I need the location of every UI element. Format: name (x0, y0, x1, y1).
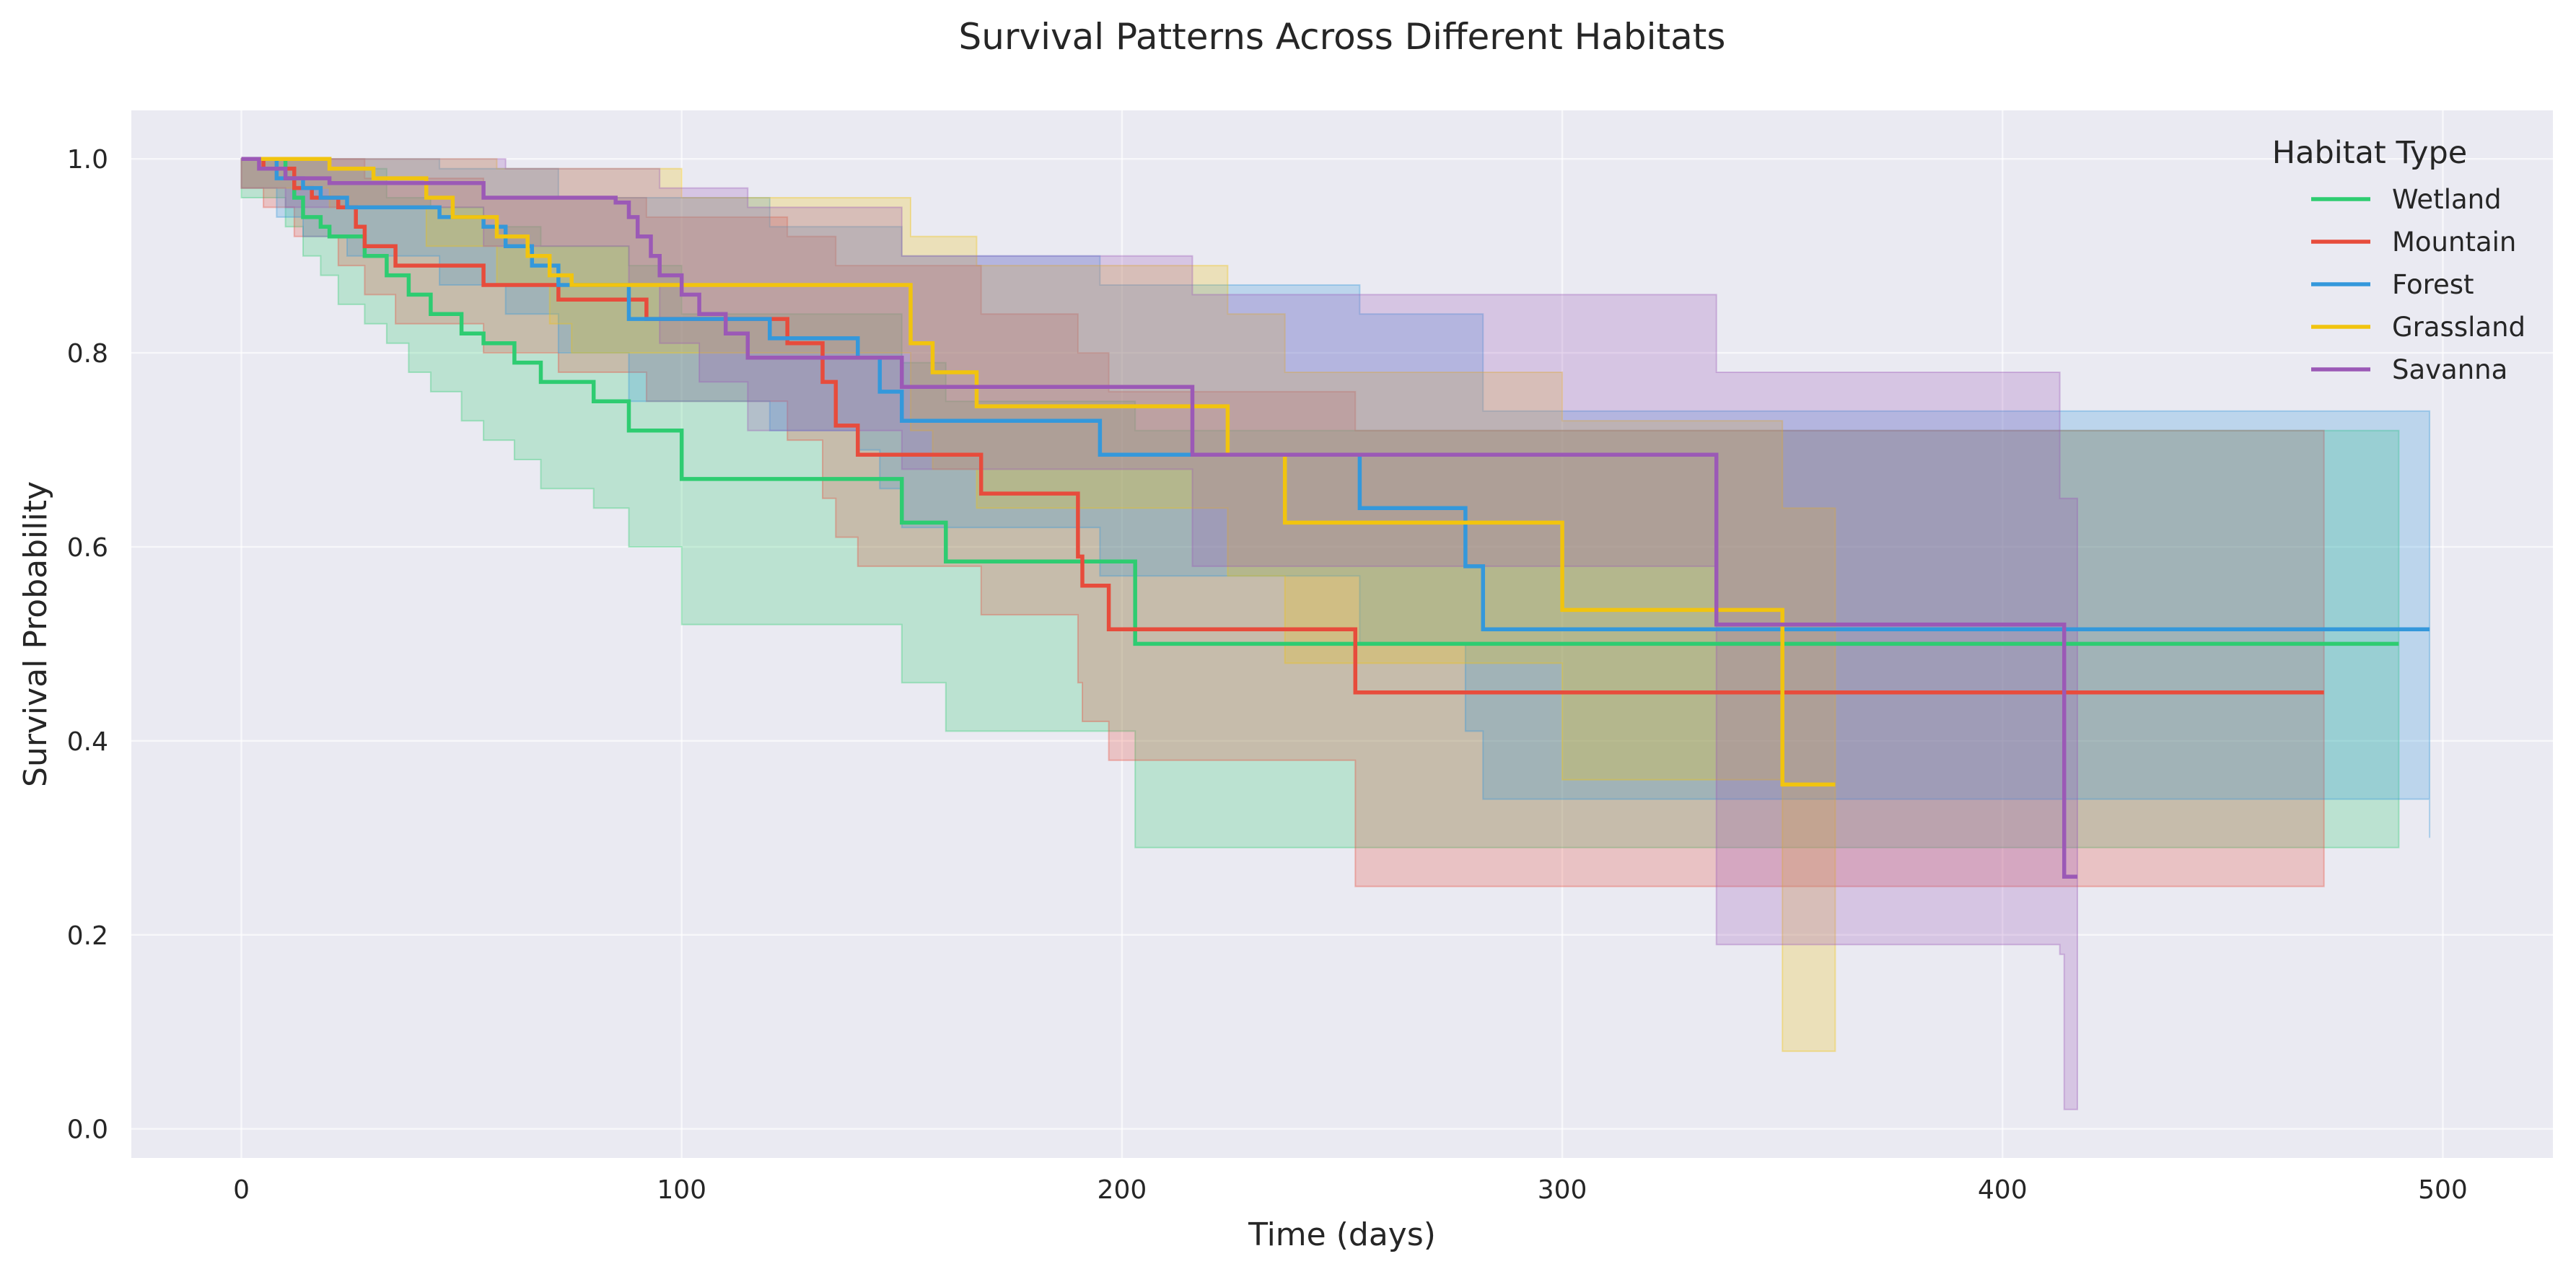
x-tick-label: 200 (1098, 1175, 1147, 1205)
x-tick-label: 400 (1978, 1175, 2028, 1205)
legend: Habitat Type Wetland Mountain Forest Grassl… (2272, 135, 2525, 385)
savanna-legend-label: Savanna (2392, 354, 2507, 385)
chart-title: Survival Patterns Across Different Habit… (959, 16, 1726, 58)
savanna-confidence-band (240, 158, 2078, 1110)
wetland-survival-line (241, 157, 2399, 646)
y-tick-label: 0.6 (67, 533, 108, 563)
y-tick-label: 1.0 (67, 145, 108, 175)
forest-legend-label: Forest (2392, 269, 2474, 300)
legend-items: Wetland Mountain Forest Grassland Savanna (2311, 184, 2525, 385)
legend-title: Habitat Type (2272, 135, 2467, 171)
x-tick-label: 500 (2418, 1175, 2468, 1205)
wetland-legend-label: Wetland (2392, 184, 2502, 215)
x-axis-label: Time (days) (1248, 1216, 1436, 1253)
x-tick-label: 0 (233, 1175, 250, 1205)
mountain-confidence-band (240, 158, 2325, 887)
x-tick-labels: 0 100 200 300 400 500 (233, 1175, 2468, 1205)
y-tick-label: 0.8 (67, 339, 108, 369)
survival-curves (241, 157, 2430, 879)
mountain-legend-label: Mountain (2392, 227, 2516, 258)
x-tick-label: 100 (657, 1175, 706, 1205)
savanna-survival-line (241, 157, 2077, 879)
y-tick-labels: 0.0 0.2 0.4 0.6 0.8 1.0 (67, 145, 108, 1144)
x-tick-label: 300 (1538, 1175, 1587, 1205)
y-tick-label: 0.0 (67, 1115, 108, 1145)
grassland-legend-label: Grassland (2392, 312, 2525, 343)
y-axis-label: Survival Probability (17, 481, 54, 787)
wetland-confidence-band (240, 158, 2400, 848)
grid-lines (131, 110, 2553, 1158)
y-tick-label: 0.2 (67, 921, 108, 951)
y-tick-label: 0.4 (67, 727, 108, 757)
